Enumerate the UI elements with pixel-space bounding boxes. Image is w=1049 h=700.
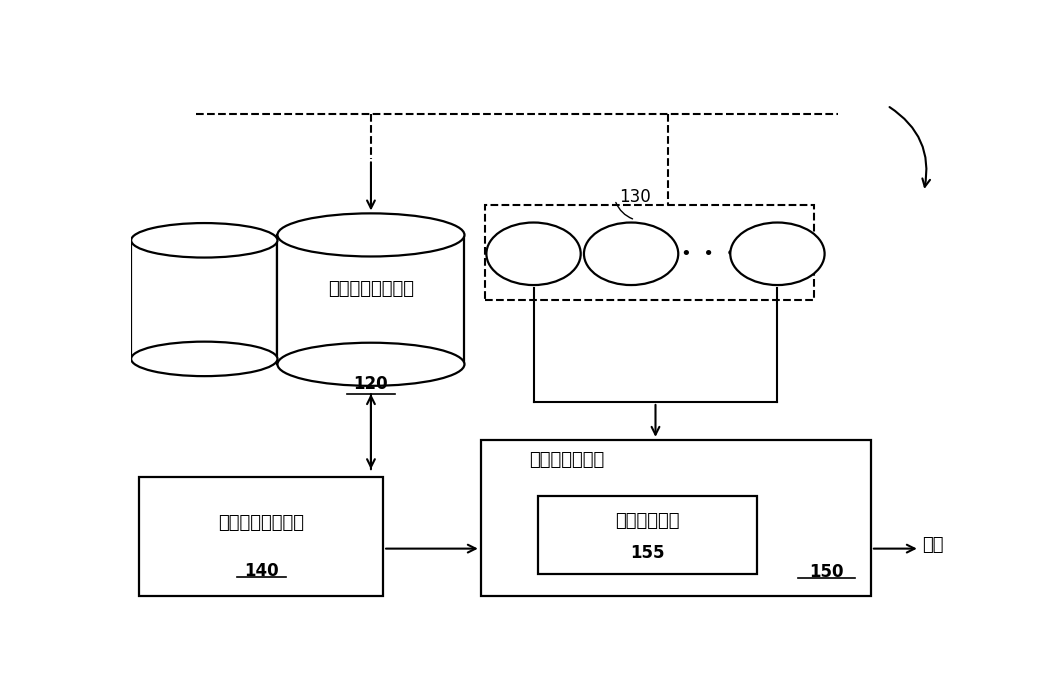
Text: 120: 120 (354, 375, 388, 393)
Text: 1: 1 (548, 253, 555, 266)
FancyBboxPatch shape (140, 477, 383, 596)
Text: 受威胁空间数据源: 受威胁空间数据源 (328, 280, 414, 298)
Circle shape (487, 223, 581, 285)
Text: 测模型创建计算机: 测模型创建计算机 (218, 514, 304, 531)
Text: 2: 2 (645, 253, 652, 266)
FancyBboxPatch shape (480, 440, 871, 596)
Ellipse shape (131, 223, 277, 258)
Ellipse shape (277, 343, 465, 386)
Text: 130: 130 (619, 188, 650, 206)
Text: S: S (765, 239, 777, 260)
Text: 140: 140 (243, 561, 279, 580)
Circle shape (584, 223, 679, 285)
Text: 威胁: 威胁 (923, 536, 944, 554)
Text: S: S (520, 239, 534, 260)
Text: 155: 155 (630, 544, 665, 562)
Ellipse shape (131, 342, 277, 376)
Text: •  •  •: • • • (681, 245, 736, 262)
Ellipse shape (277, 214, 465, 256)
Text: S: S (618, 239, 631, 260)
Polygon shape (131, 240, 277, 359)
Circle shape (730, 223, 825, 285)
Text: 150: 150 (809, 563, 843, 581)
Text: N: N (791, 253, 800, 266)
Text: 威胁检测计算机: 威胁检测计算机 (530, 451, 604, 469)
FancyBboxPatch shape (537, 496, 757, 575)
Text: 威胁检测模型: 威胁检测模型 (615, 512, 680, 531)
Polygon shape (277, 235, 465, 364)
